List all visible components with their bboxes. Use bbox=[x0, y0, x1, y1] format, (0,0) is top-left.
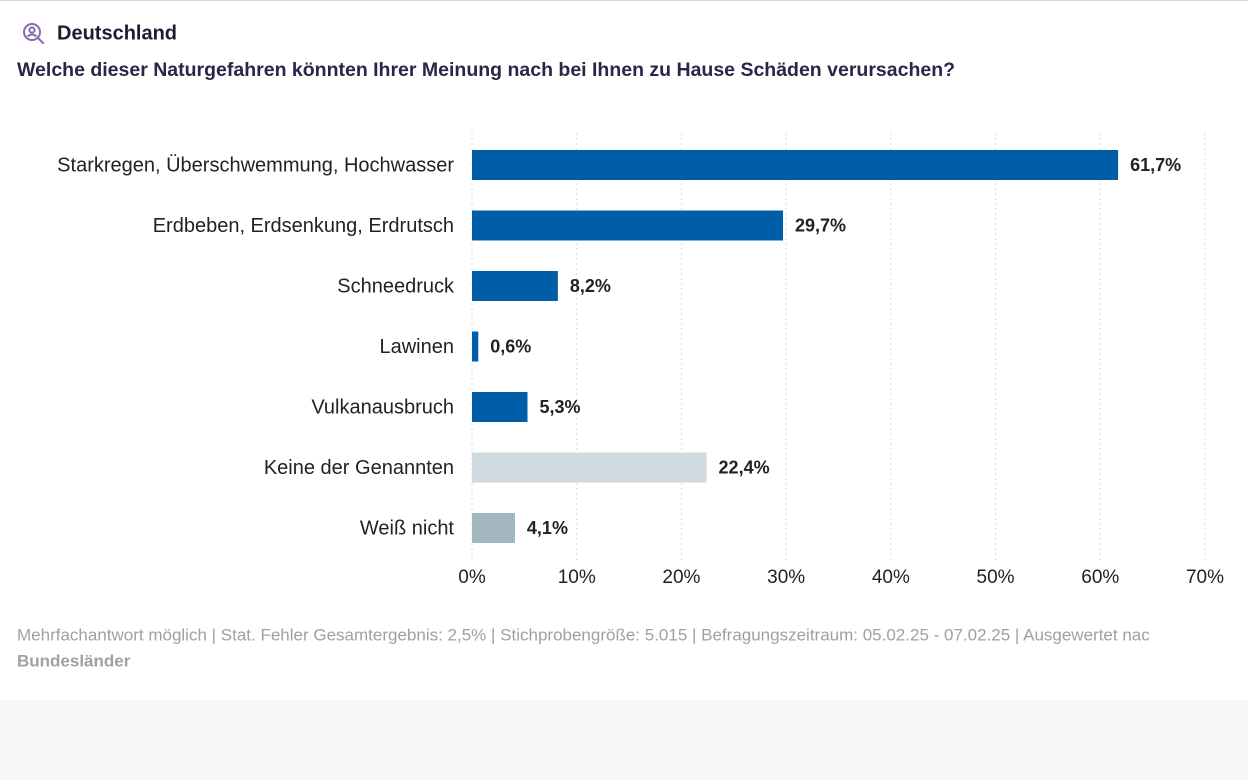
category-label: Starkregen, Überschwemmung, Hochwasser bbox=[57, 154, 454, 176]
chart-title: Welche dieser Naturgefahren könnten Ihre… bbox=[17, 59, 955, 81]
footnote-strong: Bundesländer bbox=[17, 651, 131, 670]
x-tick-label: 70% bbox=[1186, 567, 1224, 588]
footnote: Mehrfachantwort möglich | Stat. Fehler G… bbox=[17, 625, 1150, 644]
value-label: 61,7% bbox=[1130, 155, 1181, 175]
value-label: 5,3% bbox=[539, 397, 580, 417]
x-tick-label: 40% bbox=[872, 567, 910, 588]
value-label: 22,4% bbox=[719, 457, 770, 477]
category-label: Lawinen bbox=[379, 336, 454, 358]
location-icon bbox=[23, 23, 44, 44]
value-label: 29,7% bbox=[795, 215, 846, 235]
bar bbox=[472, 513, 515, 543]
category-label: Erdbeben, Erdsenkung, Erdrutsch bbox=[153, 215, 454, 237]
x-tick-label: 50% bbox=[977, 567, 1015, 588]
x-tick-label: 10% bbox=[558, 567, 596, 588]
bar bbox=[472, 331, 479, 362]
x-tick-label: 60% bbox=[1081, 567, 1119, 588]
location: Deutschland bbox=[57, 22, 177, 44]
card bbox=[0, 0, 1248, 700]
x-tick-label: 30% bbox=[767, 567, 805, 588]
category-label: Keine der Genannten bbox=[264, 457, 454, 479]
bar bbox=[472, 210, 784, 241]
x-tick-label: 20% bbox=[662, 567, 700, 588]
value-label: 0,6% bbox=[490, 336, 531, 356]
plot-area: 0% 10% 20% 30% 40% 50% 60% 70% Starkregen, Übers… bbox=[57, 133, 1224, 588]
category-label: Vulkanausbruch bbox=[311, 396, 454, 418]
category-label: Schneedruck bbox=[337, 275, 455, 297]
value-label: 8,2% bbox=[570, 276, 611, 296]
page-footer-area bbox=[0, 700, 1248, 780]
bar bbox=[472, 452, 707, 483]
value-label: 4,1% bbox=[527, 518, 568, 538]
x-tick-label: 0% bbox=[458, 567, 486, 588]
bar bbox=[472, 392, 528, 422]
bar bbox=[472, 271, 558, 301]
category-label: Weiß nicht bbox=[360, 517, 455, 539]
bar bbox=[472, 150, 1119, 180]
